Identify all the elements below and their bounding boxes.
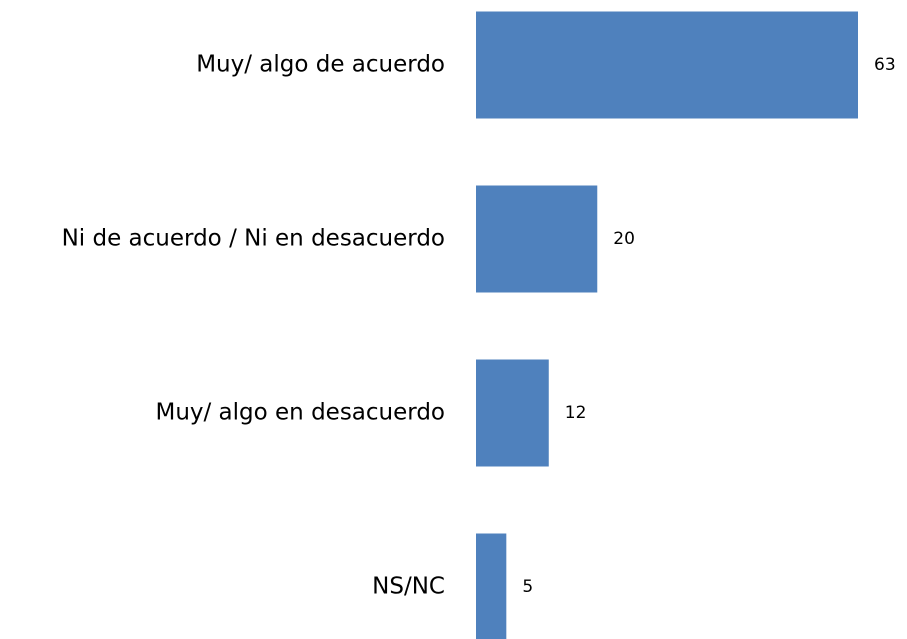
category-label: NS/NC xyxy=(372,574,445,600)
bar xyxy=(476,185,598,293)
category-label: Muy/ algo en desacuerdo xyxy=(155,400,445,426)
bar xyxy=(476,533,507,639)
value-label: 12 xyxy=(565,403,587,423)
value-label: 20 xyxy=(613,229,635,249)
bar xyxy=(476,11,858,119)
value-label: 63 xyxy=(874,55,896,75)
value-label: 5 xyxy=(522,577,533,597)
bar xyxy=(476,359,549,467)
category-label: Ni de acuerdo / Ni en desacuerdo xyxy=(62,226,445,252)
category-label: Muy/ algo de acuerdo xyxy=(196,52,445,78)
